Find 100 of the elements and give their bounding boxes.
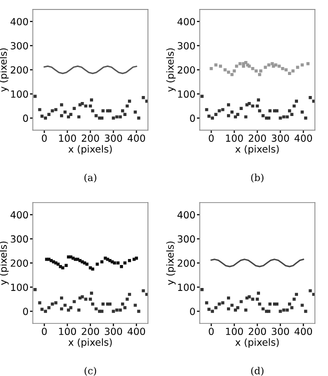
point	[286, 115, 289, 118]
text: (d)	[251, 366, 264, 376]
point	[112, 116, 115, 120]
point	[142, 289, 145, 292]
point	[78, 103, 82, 106]
point	[300, 63, 304, 66]
point	[38, 108, 42, 112]
point	[115, 308, 118, 312]
y-tick-label: 200	[10, 259, 28, 267]
point	[101, 109, 105, 112]
x-axis-title: x (pixels)	[68, 338, 112, 348]
point	[69, 306, 72, 310]
point	[98, 310, 102, 313]
point	[47, 112, 50, 116]
text: (b)	[251, 174, 264, 183]
point	[40, 308, 44, 311]
point	[232, 69, 236, 73]
text: (c)	[84, 366, 96, 376]
point	[291, 69, 295, 73]
point	[290, 306, 294, 310]
point	[240, 300, 243, 304]
point	[116, 261, 120, 265]
point	[248, 102, 251, 106]
x-tick-label: 0	[42, 328, 47, 336]
point	[304, 116, 308, 120]
point	[118, 308, 122, 312]
point	[200, 94, 204, 98]
point	[94, 307, 98, 310]
x-tick-label: 100	[226, 134, 243, 142]
point	[248, 295, 251, 298]
point	[226, 307, 230, 310]
x-tick-label: 0	[42, 134, 47, 142]
point	[242, 64, 246, 68]
point	[137, 310, 140, 313]
point	[258, 73, 262, 76]
point	[300, 304, 304, 307]
point	[126, 104, 129, 108]
point	[88, 104, 92, 108]
point	[230, 304, 234, 307]
point	[205, 108, 208, 112]
point	[292, 298, 296, 301]
point	[63, 304, 67, 307]
point	[226, 103, 230, 106]
point	[205, 301, 208, 304]
point	[128, 292, 132, 296]
point	[91, 109, 94, 112]
point	[54, 301, 58, 304]
point	[288, 72, 292, 75]
point	[294, 100, 298, 103]
point	[120, 265, 124, 268]
point	[238, 62, 242, 66]
point	[61, 266, 64, 270]
point	[300, 110, 304, 114]
x-tick-label: 200	[82, 134, 99, 142]
point	[294, 292, 298, 296]
point	[60, 114, 64, 118]
point	[77, 308, 80, 312]
point	[244, 60, 248, 64]
point	[230, 73, 234, 76]
x-tick-label: 400	[294, 328, 312, 336]
point	[240, 106, 243, 110]
point	[128, 100, 132, 103]
point	[100, 260, 104, 264]
point	[118, 115, 122, 118]
y-tick-label: 400	[10, 18, 28, 26]
y-tick-label: 200	[178, 259, 195, 267]
x-tick-label: 300	[272, 134, 289, 142]
y-tick-label: 400	[10, 211, 28, 219]
point	[210, 310, 214, 313]
x-tick-label: 0	[208, 328, 214, 336]
point	[38, 301, 42, 304]
point	[210, 116, 214, 120]
point	[52, 260, 56, 264]
point	[244, 308, 248, 312]
point	[200, 288, 204, 292]
point	[284, 68, 288, 72]
y-axis-title: y (pixels)	[166, 242, 176, 285]
point	[230, 110, 234, 114]
y-tick-label: 0	[23, 308, 28, 316]
point	[218, 302, 221, 306]
point	[90, 292, 94, 295]
point	[262, 307, 265, 310]
point	[267, 116, 270, 120]
point	[126, 298, 129, 301]
point	[214, 63, 218, 66]
point	[282, 308, 286, 312]
point	[214, 306, 218, 310]
point	[91, 267, 94, 271]
point	[72, 300, 76, 304]
point	[236, 306, 240, 310]
point	[290, 112, 294, 116]
y-tick-label: 200	[178, 66, 195, 74]
point	[259, 69, 262, 73]
point	[258, 109, 262, 112]
y-tick-label: 300	[10, 42, 28, 50]
point	[267, 63, 270, 66]
x-tick-label: 100	[59, 328, 76, 336]
point	[226, 70, 230, 74]
point	[262, 114, 265, 118]
point	[267, 310, 270, 313]
